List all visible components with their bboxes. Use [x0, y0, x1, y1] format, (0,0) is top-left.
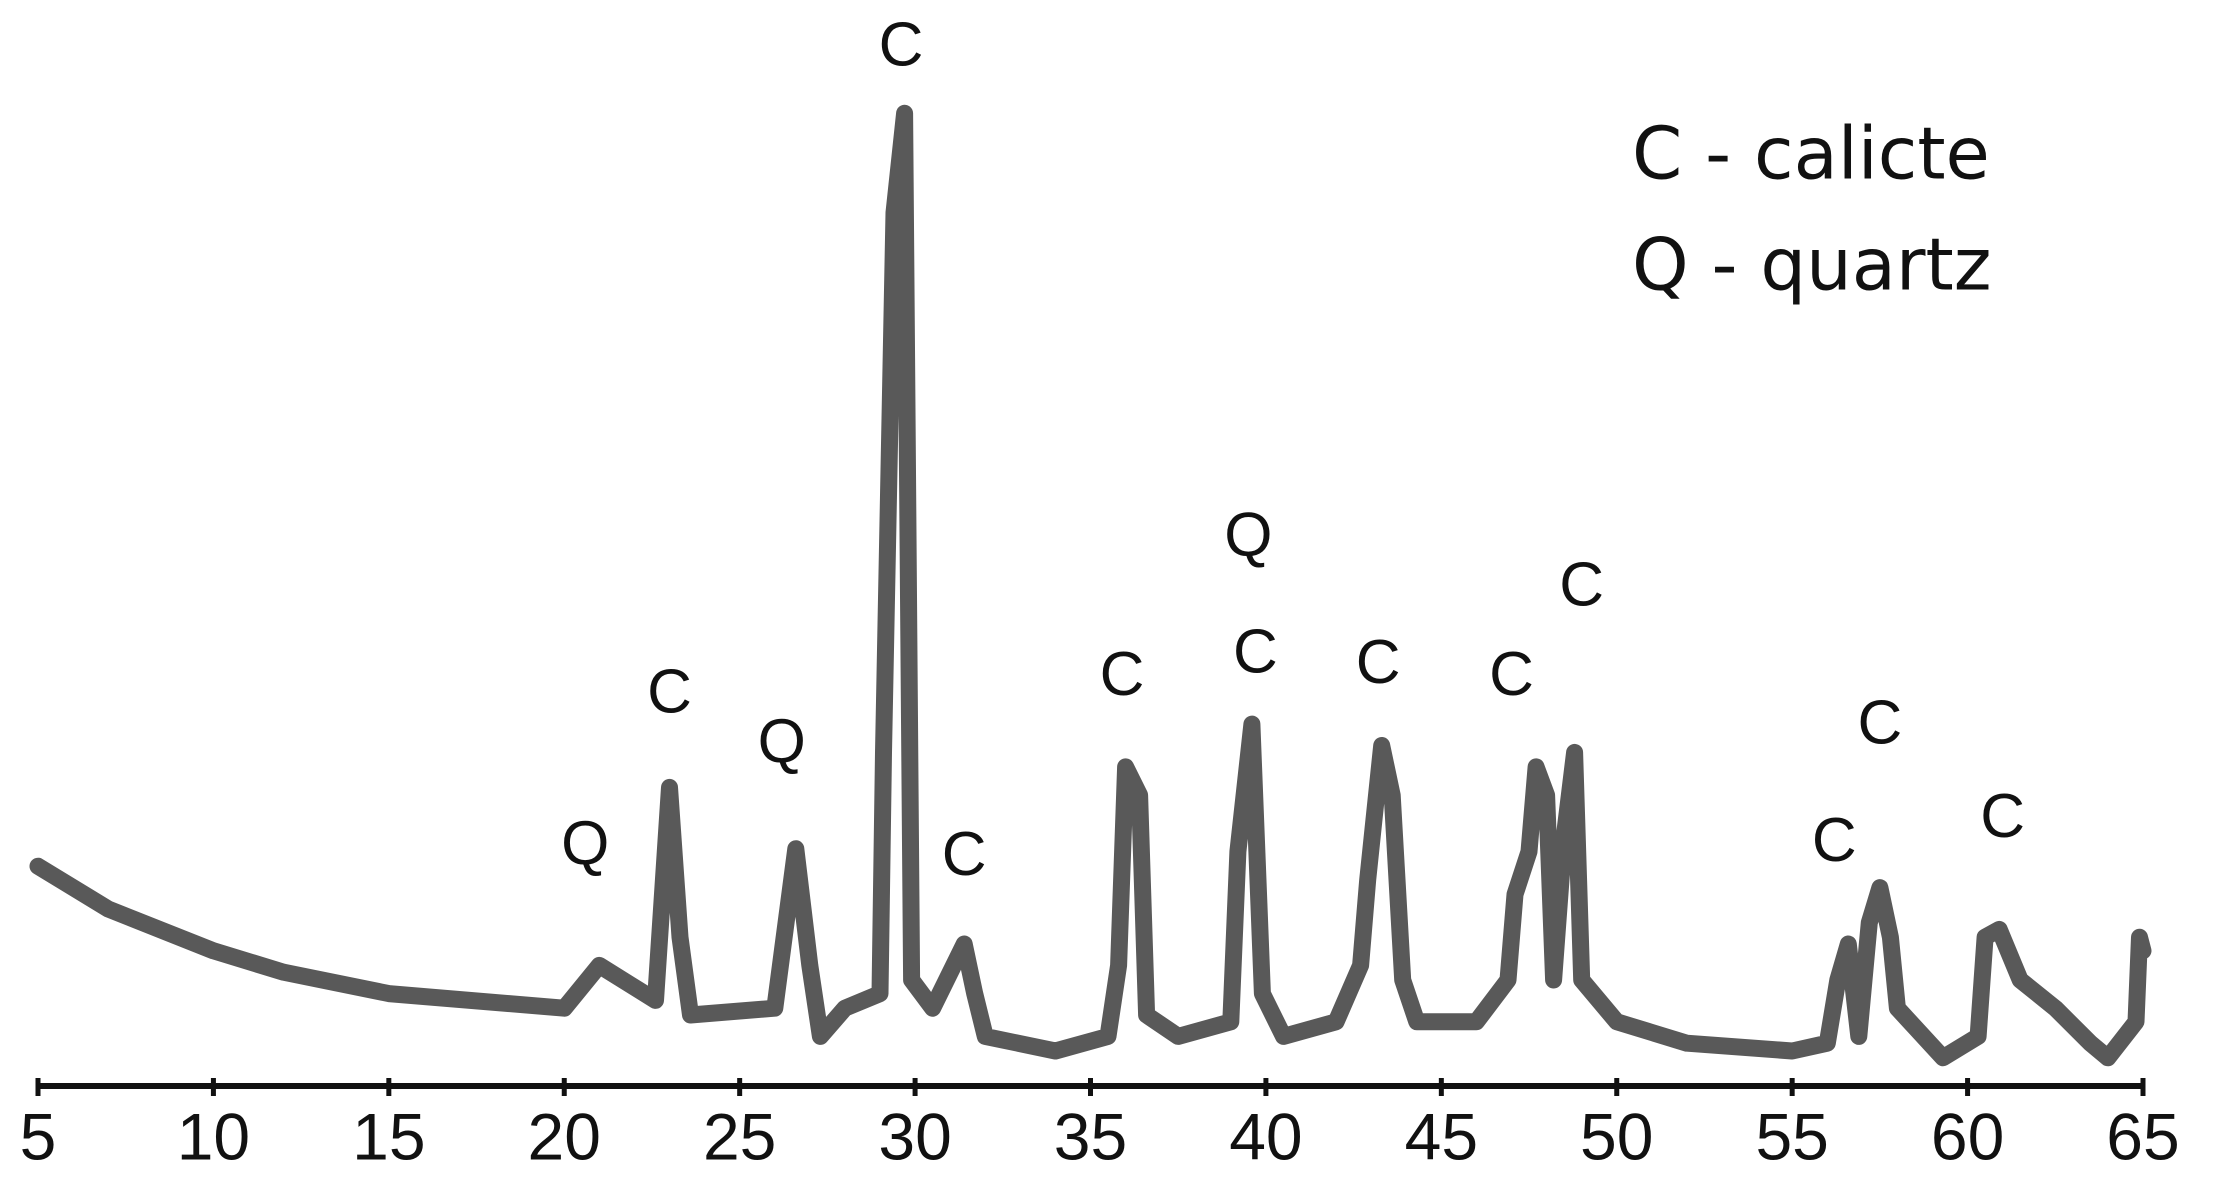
x-tick-label: 25	[703, 1099, 776, 1173]
peak-label: C	[1857, 688, 1902, 757]
x-tick-label: 50	[1580, 1099, 1653, 1173]
x-tick-label: 15	[352, 1099, 425, 1173]
x-tick-label: 65	[2106, 1099, 2179, 1173]
peak-label: C	[1356, 628, 1401, 697]
peak-label: C	[1812, 806, 1857, 875]
peak-label: C	[1980, 782, 2025, 851]
x-tick-label: 10	[177, 1099, 250, 1173]
x-tick-label: 20	[528, 1099, 601, 1173]
x-tick-label: 60	[1931, 1099, 2004, 1173]
x-tick-label: 45	[1405, 1099, 1478, 1173]
xrd-trace	[29, 104, 2152, 1067]
peak-label: Q	[1224, 501, 1272, 570]
legend-text: C - calicte	[1632, 112, 1990, 196]
peak-label: C	[1489, 640, 1534, 709]
x-tick-label: 55	[1755, 1099, 1828, 1173]
x-tick-label: 35	[1054, 1099, 1127, 1173]
legend-text: Q - quartz	[1632, 223, 1992, 307]
peak-label: Q	[758, 707, 806, 776]
peak-label: C	[1559, 550, 1604, 619]
peak-label: C	[647, 657, 692, 726]
x-tick-label: 5	[20, 1099, 57, 1173]
x-tick-label: 30	[878, 1099, 951, 1173]
peak-label: C	[879, 10, 924, 79]
peak-label: C	[1100, 640, 1145, 709]
peak-label: C	[942, 820, 987, 889]
peak-label: Q	[561, 809, 609, 878]
peak-label: C	[1233, 617, 1278, 686]
x-tick-label: 40	[1229, 1099, 1302, 1173]
